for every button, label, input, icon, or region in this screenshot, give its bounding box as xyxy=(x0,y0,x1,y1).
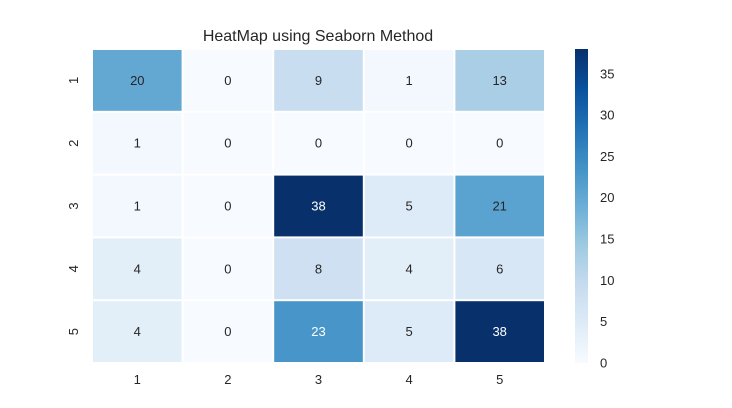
cell-value-label: 13 xyxy=(492,73,506,88)
heatmap-cell xyxy=(93,238,182,300)
heatmap-cell xyxy=(93,301,182,362)
colorbar-tick-label: 0 xyxy=(600,356,607,371)
cell-value-label: 0 xyxy=(315,136,322,151)
y-tick-label: 1 xyxy=(66,77,81,84)
heatmap-cell xyxy=(455,175,544,237)
cell-value-label: 0 xyxy=(405,136,412,151)
cell-value-label: 0 xyxy=(224,199,231,214)
cell-value-label: 8 xyxy=(315,261,322,276)
colorbar-tick-label: 35 xyxy=(600,66,614,81)
x-tick-label: 1 xyxy=(134,372,141,387)
cell-value-label: 20 xyxy=(130,73,144,88)
x-axis-ticks: 1 2 3 4 5 xyxy=(134,372,504,387)
heatmap-cell xyxy=(93,50,182,111)
x-tick-label: 3 xyxy=(315,372,322,387)
colorbar-tick-label: 5 xyxy=(600,314,607,329)
heatmap-cell xyxy=(183,112,273,174)
cell-value-label: 0 xyxy=(224,324,231,339)
heatmap-cell xyxy=(274,301,363,362)
cell-value-label: 0 xyxy=(224,73,231,88)
heatmap-cell xyxy=(455,112,544,174)
y-tick-label: 5 xyxy=(66,328,81,335)
cell-value-label: 0 xyxy=(224,261,231,276)
cell-value-label: 4 xyxy=(134,261,141,276)
heatmap-cell xyxy=(364,112,454,174)
colorbar-tick-label: 10 xyxy=(600,273,614,288)
cell-value-label: 0 xyxy=(496,136,503,151)
heatmap-cell xyxy=(364,50,454,111)
heatmap-cell xyxy=(93,175,182,237)
colorbar-tick-label: 30 xyxy=(600,108,614,123)
x-tick-label: 4 xyxy=(405,372,412,387)
heatmap-cell xyxy=(455,50,544,111)
cell-value-label: 5 xyxy=(405,199,412,214)
colorbar-tick-label: 15 xyxy=(600,232,614,247)
heatmap-cell xyxy=(274,238,363,300)
heatmap-cell xyxy=(183,50,273,111)
colorbar-tick-label: 25 xyxy=(600,149,614,164)
y-tick-label: 4 xyxy=(66,265,81,272)
cell-value-label: 23 xyxy=(311,324,325,339)
cell-value-label: 0 xyxy=(224,136,231,151)
colorbar-ticks: 0 5 10 15 20 25 30 35 xyxy=(600,66,614,370)
cell-value-label: 1 xyxy=(134,199,141,214)
y-tick-label: 2 xyxy=(66,140,81,147)
cell-value-label: 1 xyxy=(134,136,141,151)
heatmap-cell xyxy=(455,238,544,300)
heatmap-cell xyxy=(364,238,454,300)
colorbar xyxy=(575,49,588,363)
heatmap-cell xyxy=(364,301,454,362)
cell-value-label: 1 xyxy=(405,73,412,88)
chart-title: HeatMap using Seaborn Method xyxy=(203,28,433,45)
x-tick-label: 2 xyxy=(224,372,231,387)
heatmap-cells: 20 0 9 1 13 1 0 0 0 0 1 0 38 5 21 4 0 8 4 6 4 0 23 5 38 xyxy=(93,50,544,362)
heatmap-cell xyxy=(274,50,363,111)
cell-value-label: 9 xyxy=(315,73,322,88)
cell-value-label: 38 xyxy=(311,199,325,214)
cell-value-label: 5 xyxy=(405,324,412,339)
heatmap-cell xyxy=(183,175,273,237)
heatmap-cell xyxy=(364,175,454,237)
cell-value-label: 4 xyxy=(134,324,141,339)
cell-value-label: 38 xyxy=(492,324,506,339)
heatmap-cell xyxy=(93,112,182,174)
heatmap-cell xyxy=(455,301,544,362)
cell-value-label: 6 xyxy=(496,261,503,276)
cell-value-label: 4 xyxy=(405,261,412,276)
colorbar-tick-label: 20 xyxy=(600,190,614,205)
heatmap-cell xyxy=(183,301,273,362)
x-tick-label: 5 xyxy=(496,372,503,387)
heatmap-cell xyxy=(274,112,363,174)
y-tick-label: 3 xyxy=(66,202,81,209)
cell-value-label: 21 xyxy=(492,199,506,214)
y-axis-ticks: 1 2 3 4 5 xyxy=(66,77,81,335)
heatmap-cell xyxy=(274,175,363,237)
heatmap-cell xyxy=(183,238,273,300)
